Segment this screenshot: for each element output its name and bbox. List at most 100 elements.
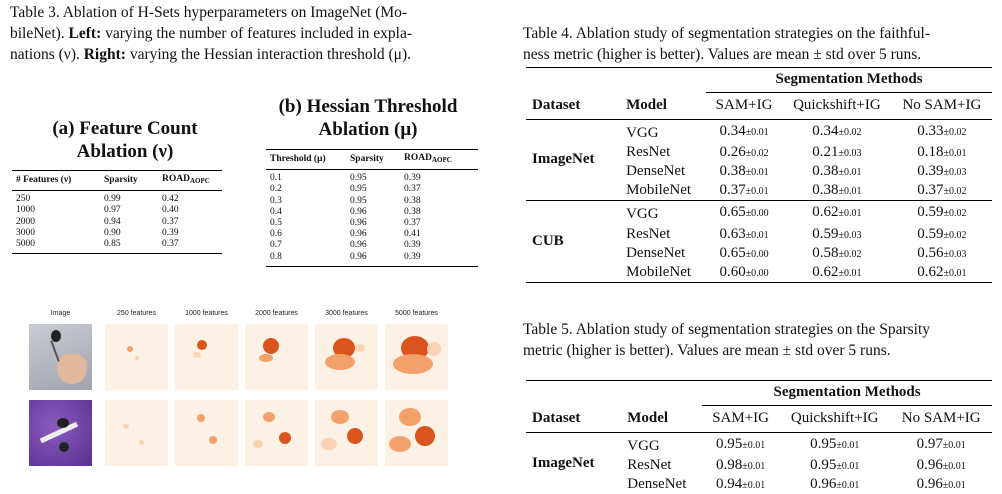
value-cell: 0.65±0.00 xyxy=(706,201,782,225)
group-header-row: Segmentation Methods xyxy=(526,67,992,93)
feature-count-table: # Features (ν) Sparsity ROADAOPC 250 0.99… xyxy=(12,169,222,255)
hessian-threshold-table: Threshold (μ) Sparsity ROADAOPC 0.1 0.95 0… xyxy=(266,148,478,267)
mean-value: 0.95 xyxy=(810,456,837,473)
value-cell: 0.37±0.02 xyxy=(891,181,992,202)
table3b-title: (b) Hessian Threshold Ablation (μ) xyxy=(278,96,458,140)
table-cell: 0.38 xyxy=(404,206,421,217)
mean-value: 0.38 xyxy=(812,182,839,199)
std-value: ±0.02 xyxy=(943,229,967,241)
table-row: 2000 0.94 0.37 xyxy=(12,217,222,228)
mean-value: 0.59 xyxy=(812,225,839,242)
col-header: ROADAOPC xyxy=(158,169,222,192)
col-header: Sparsity xyxy=(346,148,400,171)
faithfulness-table: Segmentation Methods Dataset Model SAM+IG Qu… xyxy=(526,67,992,283)
std-value: ±0.01 xyxy=(836,439,860,451)
value-cell: 0.62±0.01 xyxy=(891,262,992,283)
mean-value: 0.38 xyxy=(812,162,839,179)
model-name: MobileNet xyxy=(608,262,707,283)
table-row: 5000 0.85 0.37 xyxy=(12,239,222,255)
table-cell: 0.99 xyxy=(104,194,121,205)
table-cell: 0.96 xyxy=(350,206,367,217)
table-row: 3000 0.90 0.39 xyxy=(12,228,222,239)
mean-value: 0.58 xyxy=(812,244,839,261)
table-cell: 0.95 xyxy=(350,173,367,184)
heatmap-tile xyxy=(385,324,448,390)
mean-value: 0.60 xyxy=(719,263,746,280)
table-row: 0.7 0.96 0.39 xyxy=(266,240,478,251)
std-value: ±0.01 xyxy=(745,229,769,241)
group-header: Segmentation Methods xyxy=(702,380,992,406)
table-cell: 0.1 xyxy=(270,173,282,184)
std-value: ±0.01 xyxy=(943,147,967,159)
heatmap-tile xyxy=(105,324,168,390)
std-value: ±0.00 xyxy=(745,248,769,260)
model-name: VGG xyxy=(626,206,659,223)
table-cell: 0.2 xyxy=(270,184,282,195)
table-cell: 1000 xyxy=(16,205,35,216)
col-header: Model xyxy=(608,92,707,120)
heatmap-tile xyxy=(175,400,238,466)
std-value: ±0.02 xyxy=(838,248,862,260)
std-value: ±0.01 xyxy=(742,460,766,472)
value-cell: 0.38±0.01 xyxy=(706,162,782,181)
value-cell: 0.98±0.01 xyxy=(702,456,779,475)
table-cell: 0.85 xyxy=(100,239,158,255)
table-cell: 0.42 xyxy=(162,194,179,205)
group-header-row: Segmentation Methods xyxy=(526,380,992,406)
mean-value: 0.95 xyxy=(810,435,837,452)
model-name: ResNet xyxy=(626,225,671,242)
model-name: DenseNet xyxy=(627,475,687,492)
model-name: VGG xyxy=(626,124,659,141)
mean-value: 0.34 xyxy=(812,122,839,139)
model-name: DenseNet xyxy=(626,162,686,179)
table-row: DenseNet 0.38±0.01 0.38±0.01 0.39±0.03 xyxy=(526,162,992,181)
table-cell: 0.37 xyxy=(158,239,222,255)
value-cell: 0.59±0.03 xyxy=(782,224,892,243)
value-cell: 0.97±0.01 xyxy=(890,432,992,456)
value-cell: 0.96±0.01 xyxy=(890,456,992,475)
std-value: ±0.01 xyxy=(838,267,862,279)
value-cell: 0.59±0.02 xyxy=(892,224,992,243)
value-cell: 0.58±0.02 xyxy=(782,244,892,263)
col-header: # Features (ν) xyxy=(12,169,100,192)
std-value: ±0.02 xyxy=(943,208,967,220)
table-row: 0.8 0.96 0.39 xyxy=(266,251,478,267)
table-cell: 0.3 xyxy=(270,195,282,206)
value-cell: 0.65±0.00 xyxy=(706,244,782,263)
table-cell: 0.6 xyxy=(270,229,282,240)
value-cell: 0.34±0.01 xyxy=(706,119,782,143)
value-cell: 0.62±0.01 xyxy=(782,201,892,225)
std-value: ±0.01 xyxy=(836,460,860,472)
mean-value: 0.37 xyxy=(719,182,746,199)
table-cell: 250 xyxy=(16,194,31,205)
value-cell: 0.38±0.01 xyxy=(782,162,892,181)
heatmap-tile xyxy=(245,324,308,390)
table-row: 250 0.99 0.42 xyxy=(12,191,222,206)
table-row: DenseNet 0.65±0.00 0.58±0.02 0.56±0.03 xyxy=(526,244,992,263)
std-value: ±0.01 xyxy=(838,166,862,178)
table-cell: 0.96 xyxy=(350,229,367,240)
table-cell: 0.96 xyxy=(346,251,400,267)
sparsity-table: Segmentation Methods Dataset Model SAM+IG Qu… xyxy=(526,380,992,494)
std-value: ±0.01 xyxy=(745,166,769,178)
table-cell: 0.96 xyxy=(350,240,367,251)
value-cell: 0.63±0.01 xyxy=(706,224,782,243)
heatmap-tile xyxy=(315,400,378,466)
group-header: Segmentation Methods xyxy=(706,67,992,93)
mean-value: 0.26 xyxy=(719,143,746,160)
std-value: ±0.01 xyxy=(745,126,769,138)
col-header: No SAM+IG xyxy=(891,92,992,120)
value-cell: 0.39±0.03 xyxy=(892,162,992,181)
heatmap-column-label: 1000 features xyxy=(185,310,228,317)
model-name: ResNet xyxy=(626,143,671,160)
column-header-row: Dataset Model SAM+IG Quickshift+IG No SAM+IG xyxy=(526,405,992,433)
input-image-hand xyxy=(29,324,92,390)
table-row: DenseNet 0.94±0.01 0.96±0.01 0.96±0.01 xyxy=(526,475,992,494)
std-value: ±0.01 xyxy=(836,479,860,491)
col-header: No SAM+IG xyxy=(890,405,992,433)
std-value: ±0.01 xyxy=(942,460,966,472)
value-cell: 0.94±0.01 xyxy=(702,475,779,494)
heatmap-column-label: Image xyxy=(50,310,71,317)
value-cell: 0.38±0.01 xyxy=(781,181,892,202)
table-row: MobileNet 0.37±0.01 0.38±0.01 0.37±0.02 xyxy=(526,181,992,202)
